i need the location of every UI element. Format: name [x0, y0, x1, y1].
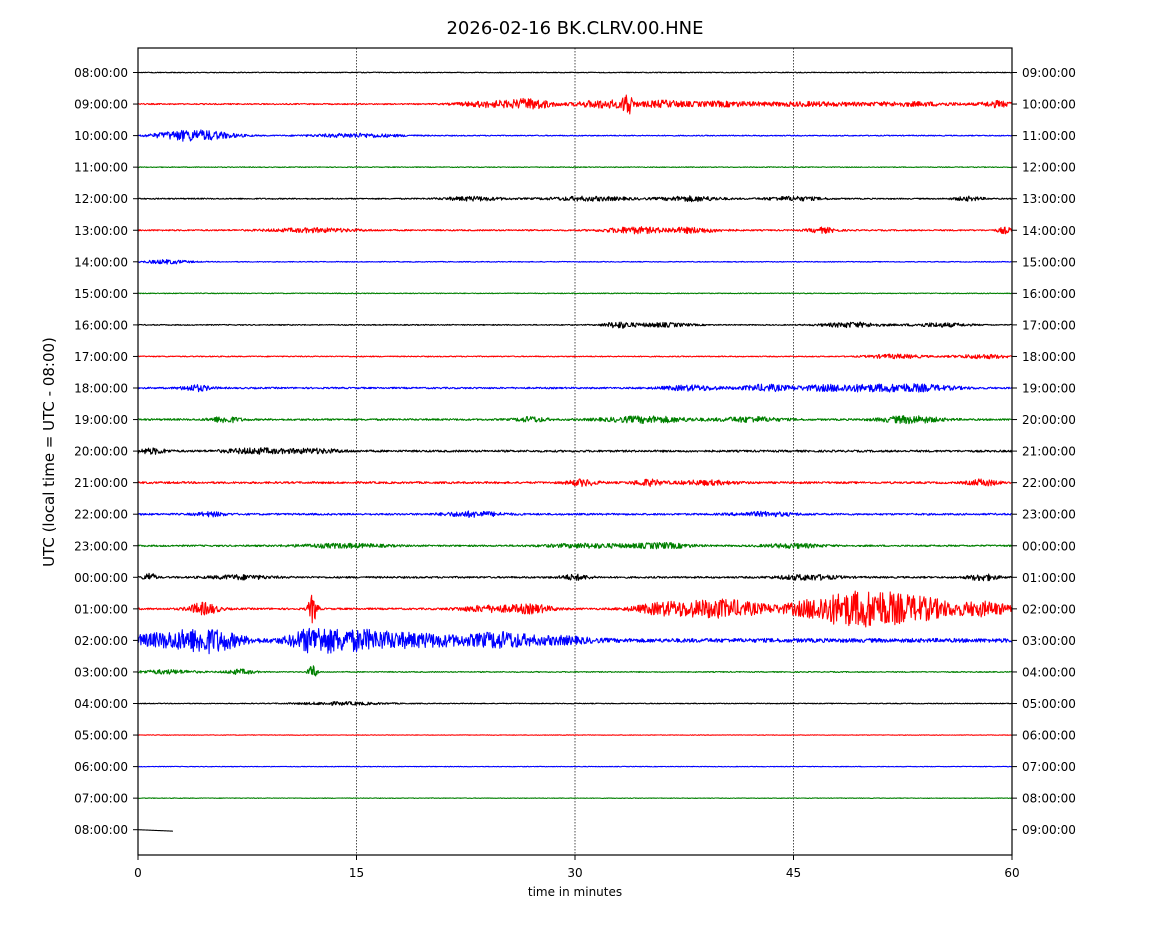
y-tick-label-right-4: 13:00:00 — [1022, 192, 1076, 206]
y-tick-label-right-21: 06:00:00 — [1022, 729, 1076, 743]
y-tick-label-left-4: 12:00:00 — [74, 192, 128, 206]
y-tick-label-right-18: 03:00:00 — [1022, 634, 1076, 648]
trace-row-2 — [137, 129, 1013, 142]
y-tick-label-right-2: 11:00:00 — [1022, 129, 1076, 143]
y-tick-label-right-9: 18:00:00 — [1022, 350, 1076, 364]
trace-row-14 — [137, 510, 1013, 519]
y-tick-label-left-9: 17:00:00 — [74, 350, 128, 364]
y-tick-label-left-18: 02:00:00 — [74, 634, 128, 648]
y-tick-label-left-7: 15:00:00 — [74, 287, 128, 301]
trace-row-4 — [137, 195, 1013, 203]
trace-row-3 — [137, 166, 1013, 169]
y-tick-label-right-24: 09:00:00 — [1022, 823, 1076, 837]
y-tick-label-right-10: 19:00:00 — [1022, 382, 1076, 396]
trace-row-15 — [137, 541, 1013, 550]
y-tick-label-left-2: 10:00:00 — [74, 129, 128, 143]
y-tick-label-right-19: 04:00:00 — [1022, 665, 1076, 679]
y-tick-label-left-13: 21:00:00 — [74, 476, 128, 490]
y-tick-label-left-22: 06:00:00 — [74, 760, 128, 774]
seismic-traces — [137, 71, 1013, 832]
y-tick-label-right-22: 07:00:00 — [1022, 760, 1076, 774]
y-tick-label-left-1: 09:00:00 — [74, 98, 128, 112]
y-tick-label-right-16: 01:00:00 — [1022, 571, 1076, 585]
y-tick-label-left-3: 11:00:00 — [74, 161, 128, 175]
trace-row-21 — [137, 734, 1013, 736]
trace-row-22 — [137, 765, 1013, 768]
y-tick-label-right-23: 08:00:00 — [1022, 792, 1076, 806]
y-tick-label-right-6: 15:00:00 — [1022, 255, 1076, 269]
y-tick-label-right-11: 20:00:00 — [1022, 413, 1076, 427]
y-tick-label-right-14: 23:00:00 — [1022, 508, 1076, 522]
trace-row-1 — [137, 94, 1013, 115]
y-tick-label-left-15: 23:00:00 — [74, 539, 128, 553]
x-tick-label-15: 15 — [349, 866, 364, 880]
y-tick-label-right-13: 22:00:00 — [1022, 476, 1076, 490]
y-tick-label-left-14: 22:00:00 — [74, 508, 128, 522]
y-tick-label-left-16: 00:00:00 — [74, 571, 128, 585]
y-tick-label-left-17: 01:00:00 — [74, 602, 128, 616]
chart-title: 2026-02-16 BK.CLRV.00.HNE — [446, 18, 703, 39]
y-tick-label-right-7: 16:00:00 — [1022, 287, 1076, 301]
y-tick-label-right-15: 00:00:00 — [1022, 539, 1076, 553]
trace-row-6 — [137, 259, 1013, 265]
y-tick-label-left-6: 14:00:00 — [74, 255, 128, 269]
y-tick-label-right-0: 09:00:00 — [1022, 66, 1076, 80]
trace-row-16 — [137, 572, 1013, 582]
y-tick-label-left-11: 19:00:00 — [74, 413, 128, 427]
y-tick-label-left-10: 18:00:00 — [74, 382, 128, 396]
trace-row-23 — [137, 797, 1013, 799]
trace-row-0 — [137, 71, 1013, 74]
trace-row-18 — [137, 627, 1013, 655]
y-tick-label-left-23: 07:00:00 — [74, 792, 128, 806]
y-tick-label-left-8: 16:00:00 — [74, 318, 128, 332]
x-tick-label-45: 45 — [786, 866, 801, 880]
trace-row-5 — [137, 226, 1013, 235]
y-tick-label-left-0: 08:00:00 — [74, 66, 128, 80]
x-tick-label-30: 30 — [567, 866, 582, 880]
x-axis-ticks: 0 15 30 45 60 — [134, 855, 1020, 880]
plot-frame — [137, 47, 1013, 856]
y-tick-label-left-21: 05:00:00 — [74, 729, 128, 743]
y-tick-label-left-5: 13:00:00 — [74, 224, 128, 238]
y-tick-label-left-20: 04:00:00 — [74, 697, 128, 711]
y-tick-label-right-5: 14:00:00 — [1022, 224, 1076, 238]
x-tick-label-0: 0 — [134, 866, 142, 880]
trace-row-24 — [137, 829, 173, 832]
y-tick-label-right-3: 12:00:00 — [1022, 161, 1076, 175]
y-tick-label-right-20: 05:00:00 — [1022, 697, 1076, 711]
x-tick-label-60: 60 — [1004, 866, 1019, 880]
trace-row-20 — [137, 701, 1013, 706]
y-axis-ticks: 08:00:00 09:00:00 09:00:00 10:00:00 10:00:00… — [74, 66, 1076, 837]
trace-row-8 — [137, 321, 1013, 329]
y-tick-label-right-17: 02:00:00 — [1022, 602, 1076, 616]
y-tick-label-right-8: 17:00:00 — [1022, 318, 1076, 332]
x-axis-label: time in minutes — [528, 885, 622, 899]
trace-row-7 — [137, 292, 1013, 295]
trace-row-11 — [137, 415, 1013, 425]
trace-row-9 — [137, 353, 1013, 360]
trace-row-19 — [137, 665, 1013, 677]
y-axis-label: UTC (local time = UTC - 08:00) — [40, 337, 58, 567]
trace-row-12 — [137, 447, 1013, 455]
trace-row-13 — [137, 478, 1013, 488]
y-tick-label-left-19: 03:00:00 — [74, 665, 128, 679]
y-tick-label-left-12: 20:00:00 — [74, 445, 128, 459]
trace-row-10 — [137, 383, 1013, 393]
y-tick-label-left-24: 08:00:00 — [74, 823, 128, 837]
y-tick-label-right-1: 10:00:00 — [1022, 98, 1076, 112]
y-tick-label-right-12: 21:00:00 — [1022, 445, 1076, 459]
trace-row-17 — [137, 590, 1013, 628]
